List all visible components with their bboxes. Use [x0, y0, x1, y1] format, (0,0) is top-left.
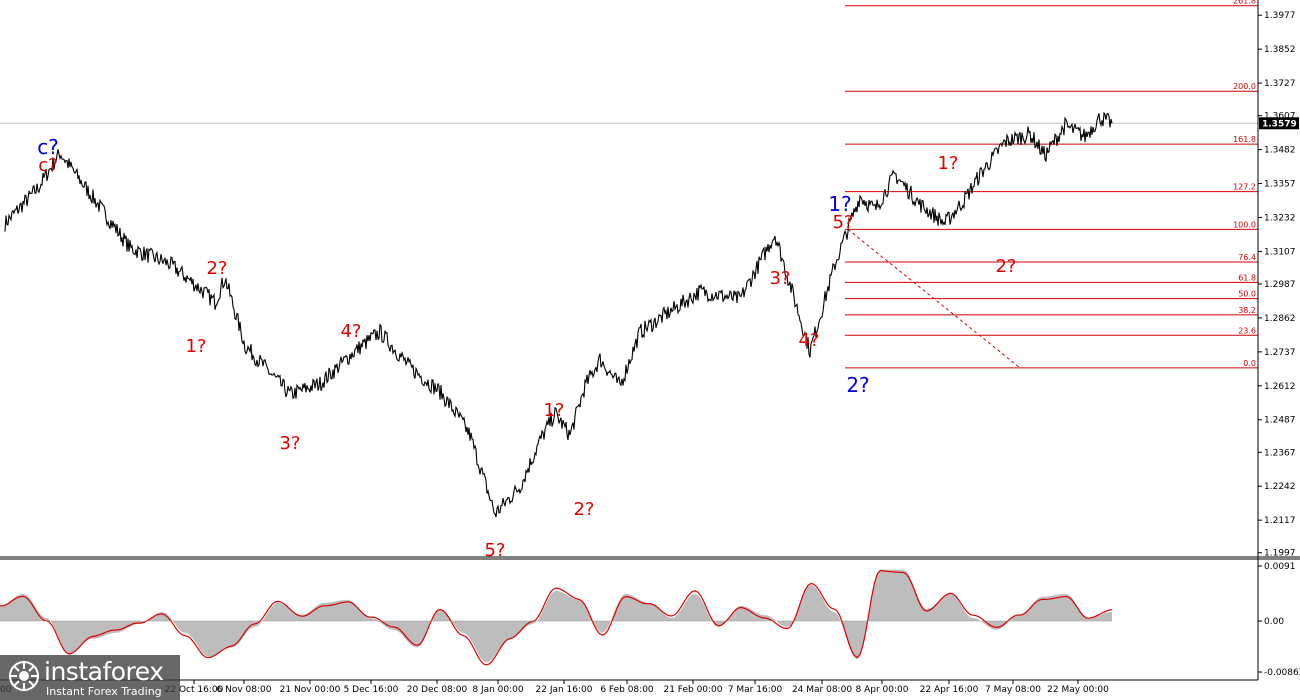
wave-label: 1? — [185, 336, 206, 357]
logo-tagline-text: Instant Forex Trading — [46, 685, 162, 698]
y-tick-label: 1.3852 — [1264, 45, 1296, 55]
x-tick-label: 7 Mar 16:00 — [728, 685, 783, 695]
fib-level-label: 261.8 — [1233, 0, 1256, 6]
y-tick-label: 1.3107 — [1264, 247, 1296, 257]
y-tick-label: 1.2242 — [1264, 482, 1296, 492]
wave-label: 3? — [279, 433, 300, 454]
x-tick-label: 22 Jan 16:00 — [536, 685, 593, 695]
wave-label: 5? — [484, 540, 505, 561]
x-tick-label: 8 Apr 00:00 — [856, 685, 909, 695]
x-tick-label: 22 Oct 16:00 — [165, 685, 224, 695]
fib-level-label: 0.0 — [1243, 359, 1256, 368]
fib-level-label: 200.0 — [1233, 82, 1256, 91]
logo-brand-text: instaforex — [44, 657, 164, 686]
y-tick-label: 1.2612 — [1264, 382, 1296, 392]
current-price-label: 1.3579 — [1262, 119, 1297, 129]
y-tick-label: 1.3232 — [1264, 213, 1296, 223]
y-tick-label: 1.2737 — [1264, 348, 1296, 358]
fib-level-label: 100.0 — [1233, 220, 1256, 229]
osc-tick-label: 0.00 — [1264, 617, 1284, 627]
wave-label: 4? — [340, 321, 361, 342]
wave-label: 5? — [832, 212, 853, 233]
wave-label: c? — [37, 135, 59, 159]
y-tick-label: 1.3357 — [1264, 180, 1296, 190]
price-pane: 261.8 200.0 161.8 127.2 100.0 76.4 61.8 50.0 38.… — [0, 0, 1299, 561]
x-tick-label: 24 Mar 08:00 — [792, 685, 852, 695]
fib-level-label: 38.2 — [1238, 306, 1256, 315]
wave-label: 1? — [543, 400, 564, 421]
wave-label: 2? — [573, 499, 594, 520]
wave-label: 2? — [846, 373, 869, 397]
fib-level-label: 161.8 — [1233, 135, 1256, 144]
wave-label: 3? — [769, 268, 790, 289]
wave-label: 2? — [206, 258, 227, 279]
wave-label: 4? — [798, 330, 819, 351]
fib-level-label: 61.8 — [1238, 273, 1256, 282]
y-tick-label: 1.2117 — [1264, 516, 1296, 526]
x-tick-label: 7 May 08:00 — [985, 685, 1041, 695]
x-tick-label: 6 Feb 08:00 — [600, 685, 654, 695]
wave-label: 1? — [828, 192, 851, 216]
y-tick-label: 1.2862 — [1264, 314, 1296, 324]
oscillator-histogram — [0, 569, 1112, 663]
y-tick-label: 1.2367 — [1264, 448, 1296, 458]
y-tick-label: 1.3727 — [1264, 79, 1296, 89]
x-tick-label: 21 Feb 00:00 — [663, 685, 722, 695]
wave-label: 2? — [995, 256, 1016, 277]
y-tick-label: 1.1997 — [1264, 549, 1296, 559]
y-tick-label: 1.2487 — [1264, 416, 1296, 426]
fib-level-label: 76.4 — [1238, 253, 1256, 262]
oscillator-pane — [0, 569, 1113, 666]
y-tick-label: 1.3482 — [1264, 146, 1296, 156]
wave-label: c? — [38, 155, 57, 176]
y-tick-label: 1.2987 — [1264, 280, 1296, 290]
x-tick-label: 8 Jan 00:00 — [472, 685, 524, 695]
oscillator-signal-line — [0, 569, 1113, 666]
price-series-line — [4, 111, 1113, 518]
wave-label: 1? — [937, 153, 958, 174]
x-tick-label: 5 Dec 16:00 — [344, 685, 399, 695]
instaforex-logo: instaforex Instant Forex Trading — [0, 655, 180, 700]
y-tick-label: 1.3607 — [1264, 112, 1296, 122]
x-tick-label: 6 Nov 08:00 — [217, 685, 272, 695]
osc-tick-label: 0.0091 — [1264, 562, 1296, 572]
x-tick-label: 20 Dec 08:00 — [407, 685, 468, 695]
current-price-badge — [1259, 117, 1299, 130]
fib-level-label: 23.6 — [1238, 326, 1256, 335]
instaforex-logo-icon — [9, 661, 39, 691]
x-tick-label: 21 Nov 00:00 — [280, 685, 341, 695]
fib-level-label: 50.0 — [1238, 290, 1256, 299]
x-tick-label: 22 May 00:00 — [1047, 685, 1109, 695]
fib-level-label: 127.2 — [1233, 183, 1256, 192]
y-tick-label: 1.3977 — [1264, 11, 1296, 21]
x-tick-label: 22 Apr 16:00 — [920, 685, 979, 695]
fib-trend-line — [847, 229, 1021, 369]
